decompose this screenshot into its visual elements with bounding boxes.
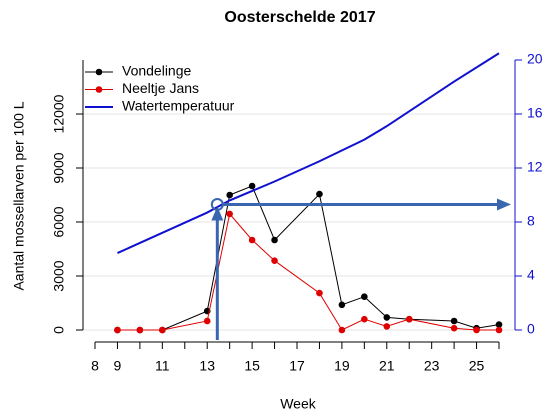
- x-tick-label: 9: [114, 358, 122, 374]
- legend-marker: [95, 86, 103, 93]
- data-point: [159, 326, 166, 334]
- data-point: [450, 324, 458, 332]
- y2-tick-label: 4: [527, 267, 535, 283]
- y2-tick-label: 20: [527, 51, 543, 67]
- series-line: [117, 52, 500, 254]
- data-point: [338, 326, 346, 334]
- y-tick-label: 12000: [51, 94, 67, 133]
- data-point: [316, 190, 323, 198]
- x-tick-label: 25: [469, 358, 485, 374]
- x-tick-label: 8: [91, 358, 99, 374]
- series-line: [117, 185, 500, 331]
- y2-tick-label: 8: [527, 213, 535, 229]
- data-point: [473, 326, 480, 334]
- data-point: [405, 315, 413, 323]
- x-tick-label: 15: [244, 358, 260, 374]
- data-point: [203, 317, 211, 325]
- data-point: [248, 182, 256, 190]
- data-point: [383, 314, 391, 321]
- x-tick-label: 11: [155, 358, 170, 374]
- data-point: [136, 326, 144, 334]
- y-axis-title: Aantal mossellarven per 100 L: [11, 101, 27, 290]
- x-tick-label: 19: [334, 358, 350, 374]
- chart-title: Oosterschelde 2017: [224, 9, 375, 26]
- data-point: [271, 257, 278, 265]
- data-point: [316, 289, 323, 297]
- data-point: [114, 326, 121, 334]
- data-point: [226, 191, 233, 199]
- data-point: [338, 301, 346, 309]
- data-point: [361, 293, 368, 301]
- y2-tick-label: 16: [527, 105, 543, 121]
- x-tick-label: 13: [199, 358, 215, 374]
- x-tick-label: 17: [289, 358, 305, 374]
- y2-tick-label: 0: [527, 321, 535, 337]
- y-tick-label: 9000: [51, 152, 67, 183]
- data-point: [383, 323, 391, 330]
- legend-marker: [95, 68, 103, 76]
- data-point: [271, 236, 278, 244]
- data-point: [450, 317, 458, 325]
- legend-label: Vondelinge: [122, 63, 192, 79]
- data-point: [226, 210, 233, 218]
- legend-label: Watertemperatuur: [122, 98, 235, 114]
- series-line: [117, 212, 499, 331]
- data-point: [248, 236, 256, 244]
- data-point: [495, 321, 503, 328]
- y-tick-label: 0: [51, 326, 67, 334]
- annotation-arrowhead: [497, 198, 511, 211]
- data-point: [495, 326, 503, 334]
- data-point: [361, 315, 368, 323]
- y-tick-label: 3000: [51, 260, 67, 291]
- annotation-circle: [210, 197, 224, 211]
- legend-label: Neeltje Jans: [122, 80, 199, 96]
- x-tick-label: 21: [379, 358, 395, 374]
- annotation-arrowhead: [211, 206, 224, 221]
- x-axis-title: Week: [280, 396, 317, 412]
- x-tick-label: 23: [424, 358, 440, 374]
- y2-tick-label: 12: [527, 159, 543, 175]
- y-tick-label: 6000: [51, 206, 67, 237]
